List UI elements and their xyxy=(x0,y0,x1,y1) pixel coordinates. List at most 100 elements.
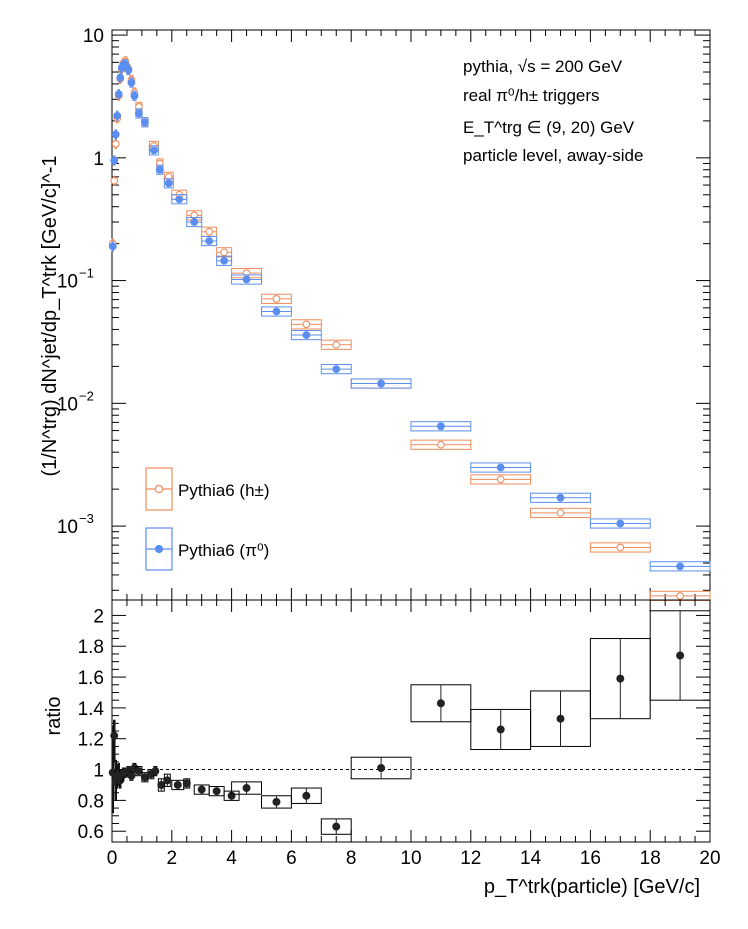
top-y-tick-label: 10 xyxy=(57,517,78,538)
ratio-y-tick-label: 1.4 xyxy=(78,699,105,720)
x-tick-label: 12 xyxy=(460,848,481,869)
pi0-point xyxy=(205,237,214,245)
ratio-point xyxy=(197,785,206,794)
ratio-y-tick-label: 1.2 xyxy=(78,730,104,751)
legend-hpm-label: Pythia6 (h±) xyxy=(178,481,270,500)
pi0-point xyxy=(272,307,281,316)
ratio-point xyxy=(302,791,311,800)
ratio-point xyxy=(377,764,386,773)
annotation-line-3: E_T^trg ∈ (9, 20) GeV xyxy=(463,118,635,137)
legend: Pythia6 (h±) Pythia6 (π⁰) xyxy=(145,467,270,571)
pi0-point xyxy=(616,519,625,528)
pi0-point xyxy=(377,379,386,388)
ratio-y-tick-label: 2 xyxy=(93,606,104,627)
x-axis-title: p_T^trk(particle) [GeV/c] xyxy=(484,876,700,898)
ratio-point xyxy=(134,767,143,776)
top-y-tick-label: 10 xyxy=(57,272,78,293)
ratio-y-tick-label: 1.6 xyxy=(78,668,104,689)
pi0-point xyxy=(676,562,684,571)
ratio-point xyxy=(676,651,685,660)
ratio-point xyxy=(556,714,565,723)
pi0-point xyxy=(175,195,184,204)
ratio-point xyxy=(496,725,505,734)
x-tick-label: 2 xyxy=(167,848,178,869)
ratio-point xyxy=(157,780,166,789)
pi0-point xyxy=(108,242,117,251)
pi0-point xyxy=(496,463,505,472)
ratio-point xyxy=(163,776,172,785)
hpm-point xyxy=(437,440,445,449)
hpm-point xyxy=(220,248,228,257)
x-tick-label: 6 xyxy=(286,848,297,869)
x-tick-label: 4 xyxy=(226,848,237,869)
ratio-point xyxy=(616,674,625,683)
x-tick-label: 18 xyxy=(640,848,661,869)
top-y-axis-title: (1/N^trg) dN^jet/dp_T^trk [GeV/c]^-1 xyxy=(39,156,61,477)
hpm-point xyxy=(332,340,341,349)
hpm-point xyxy=(496,475,505,484)
hpm-point xyxy=(155,159,164,168)
top-y-tick-label: 10 xyxy=(57,394,78,415)
ratio-y-tick-label: 0.8 xyxy=(78,791,104,812)
hpm-point xyxy=(556,509,565,517)
annotation-line-1: pythia, √s = 200 GeV xyxy=(463,57,623,76)
x-tick-label: 20 xyxy=(699,848,720,869)
hpm-point xyxy=(272,294,281,303)
ratio-point xyxy=(332,822,341,831)
hpm-point xyxy=(110,176,119,185)
hpm-point xyxy=(676,592,684,600)
pi0-point xyxy=(332,365,341,374)
pi0-point xyxy=(113,111,122,120)
x-tick-label: 0 xyxy=(107,848,118,869)
pi0-point xyxy=(110,156,119,165)
pi0-point xyxy=(116,73,125,82)
hpm-point xyxy=(205,227,214,236)
pi0-point xyxy=(124,66,133,74)
pi0-point xyxy=(114,90,123,99)
annotation-line-2: real π⁰/h± triggers xyxy=(463,86,600,105)
ratio-point xyxy=(436,699,445,708)
hpm-point xyxy=(302,320,311,329)
pi0-point xyxy=(140,118,149,127)
ratio-point xyxy=(212,787,221,796)
hpm-point xyxy=(242,269,251,277)
pi0-point xyxy=(130,91,139,100)
top-y-tick-exponent: −2 xyxy=(79,388,94,403)
top-plot-frame xyxy=(111,29,711,601)
pi0-point xyxy=(111,130,120,139)
pi0-point xyxy=(437,422,445,431)
ratio-y-tick-label: 0.6 xyxy=(78,822,104,843)
pi0-point xyxy=(135,109,143,118)
legend-pi0-marker xyxy=(154,544,164,554)
ratio-point xyxy=(127,771,136,780)
ratio-point xyxy=(242,784,251,793)
annotation-line-4: particle level, away-side xyxy=(463,146,643,165)
top-y-tick-exponent: −1 xyxy=(79,266,94,281)
x-tick-label: 8 xyxy=(346,848,357,869)
x-tick-label: 10 xyxy=(400,848,421,869)
hpm-point xyxy=(111,139,120,148)
ratio-y-tick-label: 1 xyxy=(93,761,104,782)
pi0-point xyxy=(220,256,229,265)
pi0-point xyxy=(556,493,565,502)
legend-hpm-marker xyxy=(154,484,164,494)
hpm-point xyxy=(616,543,625,552)
top-y-tick-label: 10 xyxy=(83,26,104,47)
ratio-point xyxy=(151,767,160,776)
ratio-point xyxy=(110,731,119,740)
pi0-point xyxy=(149,146,158,155)
ratio-point xyxy=(173,780,182,789)
ratio-y-tick-label: 1.8 xyxy=(78,637,104,658)
pi0-point xyxy=(242,275,251,284)
pi0-point xyxy=(302,331,311,339)
ratio-y-axis-title: ratio xyxy=(43,697,65,736)
pi0-point xyxy=(190,218,199,226)
ratio-point xyxy=(182,779,191,788)
pi0-point xyxy=(127,78,136,87)
x-tick-label: 16 xyxy=(580,848,601,869)
top-y-tick-exponent: −3 xyxy=(79,511,94,526)
x-tick-label: 14 xyxy=(520,848,542,869)
top-y-tick-label: 1 xyxy=(93,149,104,170)
